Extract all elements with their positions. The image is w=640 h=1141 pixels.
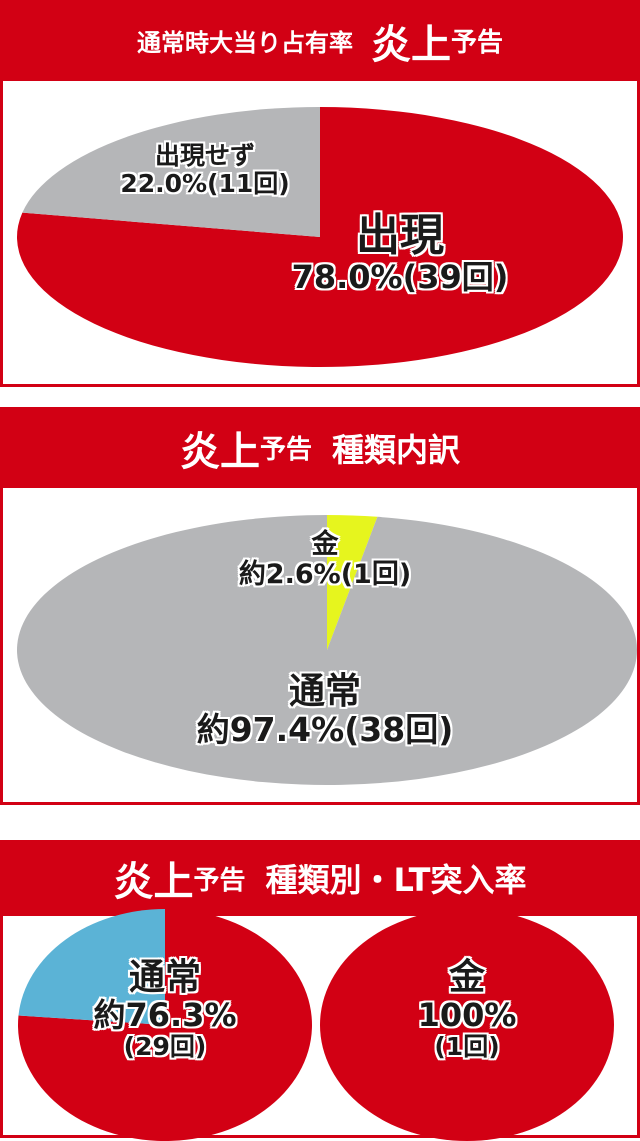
slice-name: 金 bbox=[311, 529, 339, 560]
pie-name: 金 bbox=[448, 957, 485, 998]
section-3-header: 炎上 予告 種類別・LT突入率 bbox=[0, 840, 640, 916]
section-2-header: 炎上 予告 種類内訳 bbox=[0, 407, 640, 488]
header-text: 予告 bbox=[450, 28, 503, 58]
slice-name: 通常 bbox=[288, 671, 361, 712]
section-1-header: 通常時大当り占有率 炎上 予告 bbox=[0, 0, 640, 81]
header-text: 通常時大当り占有率 bbox=[136, 29, 353, 57]
slice-name: 出現 bbox=[356, 210, 444, 261]
slice-value: 約97.4%(38回) bbox=[196, 709, 454, 749]
pie-slice bbox=[320, 909, 614, 1141]
slice-label-normal: 通常 約97.4%(38回) bbox=[170, 672, 480, 748]
slice-name: 出現せず bbox=[154, 141, 255, 170]
header-emphasis: 炎上 bbox=[370, 21, 451, 68]
pie-slice bbox=[327, 515, 378, 650]
pie-slice bbox=[22, 106, 320, 237]
header-text: 種類内訳 bbox=[332, 430, 461, 469]
lt-rate-label-normal: 通常 約76.3% (29回) bbox=[60, 958, 270, 1060]
header-text: 予告 bbox=[259, 435, 312, 465]
slice-label-not-appeared: 出現せず 22.0%(11回) bbox=[95, 142, 315, 197]
pie-name: 通常 bbox=[128, 957, 201, 998]
header-emphasis: 炎上 bbox=[179, 428, 260, 475]
header-text: 予告 bbox=[193, 865, 246, 896]
pie-slice bbox=[18, 909, 165, 1025]
slice-value: 78.0%(39回) bbox=[291, 258, 509, 297]
pie-slice bbox=[17, 909, 313, 1141]
pie-slice bbox=[16, 107, 624, 367]
header-emphasis: 炎上 bbox=[113, 859, 194, 905]
slice-value: 約2.6%(1回) bbox=[238, 558, 412, 590]
slice-value: 22.0%(11回) bbox=[120, 168, 290, 198]
header-text: 種類別・LT突入率 bbox=[265, 861, 527, 899]
lt-rate-label-gold: 金 100% (1回) bbox=[362, 958, 572, 1060]
pie-slice bbox=[16, 515, 637, 785]
slice-label-gold: 金 約2.6%(1回) bbox=[200, 530, 450, 589]
slice-label-appeared: 出現 78.0%(39回) bbox=[270, 210, 530, 297]
pie-value: 約76.3% bbox=[93, 995, 237, 1034]
pie-value: 100% bbox=[417, 995, 517, 1034]
pie-count: (29回) bbox=[123, 1031, 207, 1061]
pie-count: (1回) bbox=[434, 1031, 500, 1061]
